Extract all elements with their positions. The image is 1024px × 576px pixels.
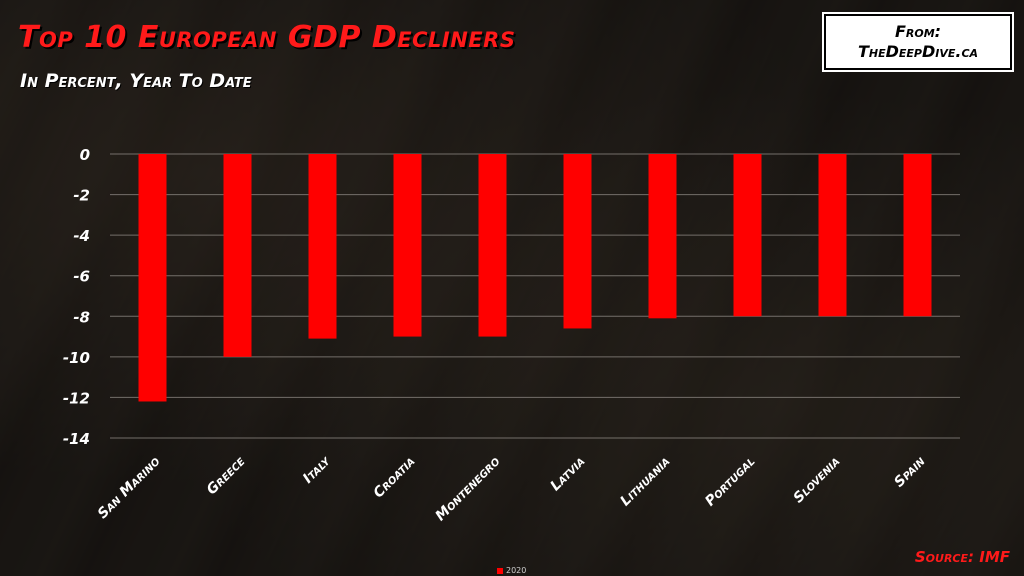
y-tick-label: -6 bbox=[73, 268, 90, 286]
bar-spain bbox=[903, 154, 932, 317]
legend-label: 2020 bbox=[506, 566, 527, 575]
bar-greece bbox=[223, 154, 252, 357]
bar-montenegro bbox=[478, 154, 507, 337]
x-category-label: Italy bbox=[300, 452, 335, 487]
x-category-label: Slovenia bbox=[791, 454, 844, 507]
bar-slovenia bbox=[818, 154, 847, 317]
y-tick-label: -14 bbox=[63, 430, 90, 448]
bar-san-marino bbox=[138, 154, 167, 402]
y-tick-label: -8 bbox=[73, 308, 90, 326]
chart-title: Top 10 European GDP Decliners bbox=[18, 20, 516, 55]
credit-site: TheDeepDive.ca bbox=[857, 42, 979, 61]
credit-box: From: TheDeepDive.ca bbox=[824, 14, 1012, 70]
source-label: Source: IMF bbox=[914, 548, 1010, 566]
y-tick-label: -12 bbox=[63, 389, 90, 407]
x-category-label: Spain bbox=[891, 453, 928, 490]
bar-italy bbox=[308, 154, 337, 339]
x-category-label: Lithuania bbox=[617, 454, 673, 510]
legend: 2020 bbox=[497, 566, 526, 575]
x-category-label: Montenegro bbox=[433, 453, 504, 524]
y-tick-label: -4 bbox=[73, 227, 90, 245]
y-tick-label: -10 bbox=[63, 349, 90, 367]
legend-swatch bbox=[497, 567, 503, 574]
x-category-label: Latvia bbox=[548, 454, 589, 495]
x-category-label: Croatia bbox=[371, 454, 419, 502]
credit-from: From: bbox=[894, 22, 942, 41]
bar-croatia bbox=[393, 154, 422, 337]
x-category-label: Greece bbox=[204, 453, 249, 498]
x-category-label: Portugal bbox=[702, 454, 758, 510]
y-tick-label: -2 bbox=[73, 187, 90, 205]
y-tick-label: 0 bbox=[80, 146, 90, 164]
x-category-label: San Marino bbox=[95, 453, 164, 522]
bar-portugal bbox=[733, 154, 762, 317]
bar-latvia bbox=[563, 154, 592, 329]
bar-lithuania bbox=[648, 154, 677, 319]
chart-subtitle: In Percent, Year To Date bbox=[20, 70, 252, 92]
